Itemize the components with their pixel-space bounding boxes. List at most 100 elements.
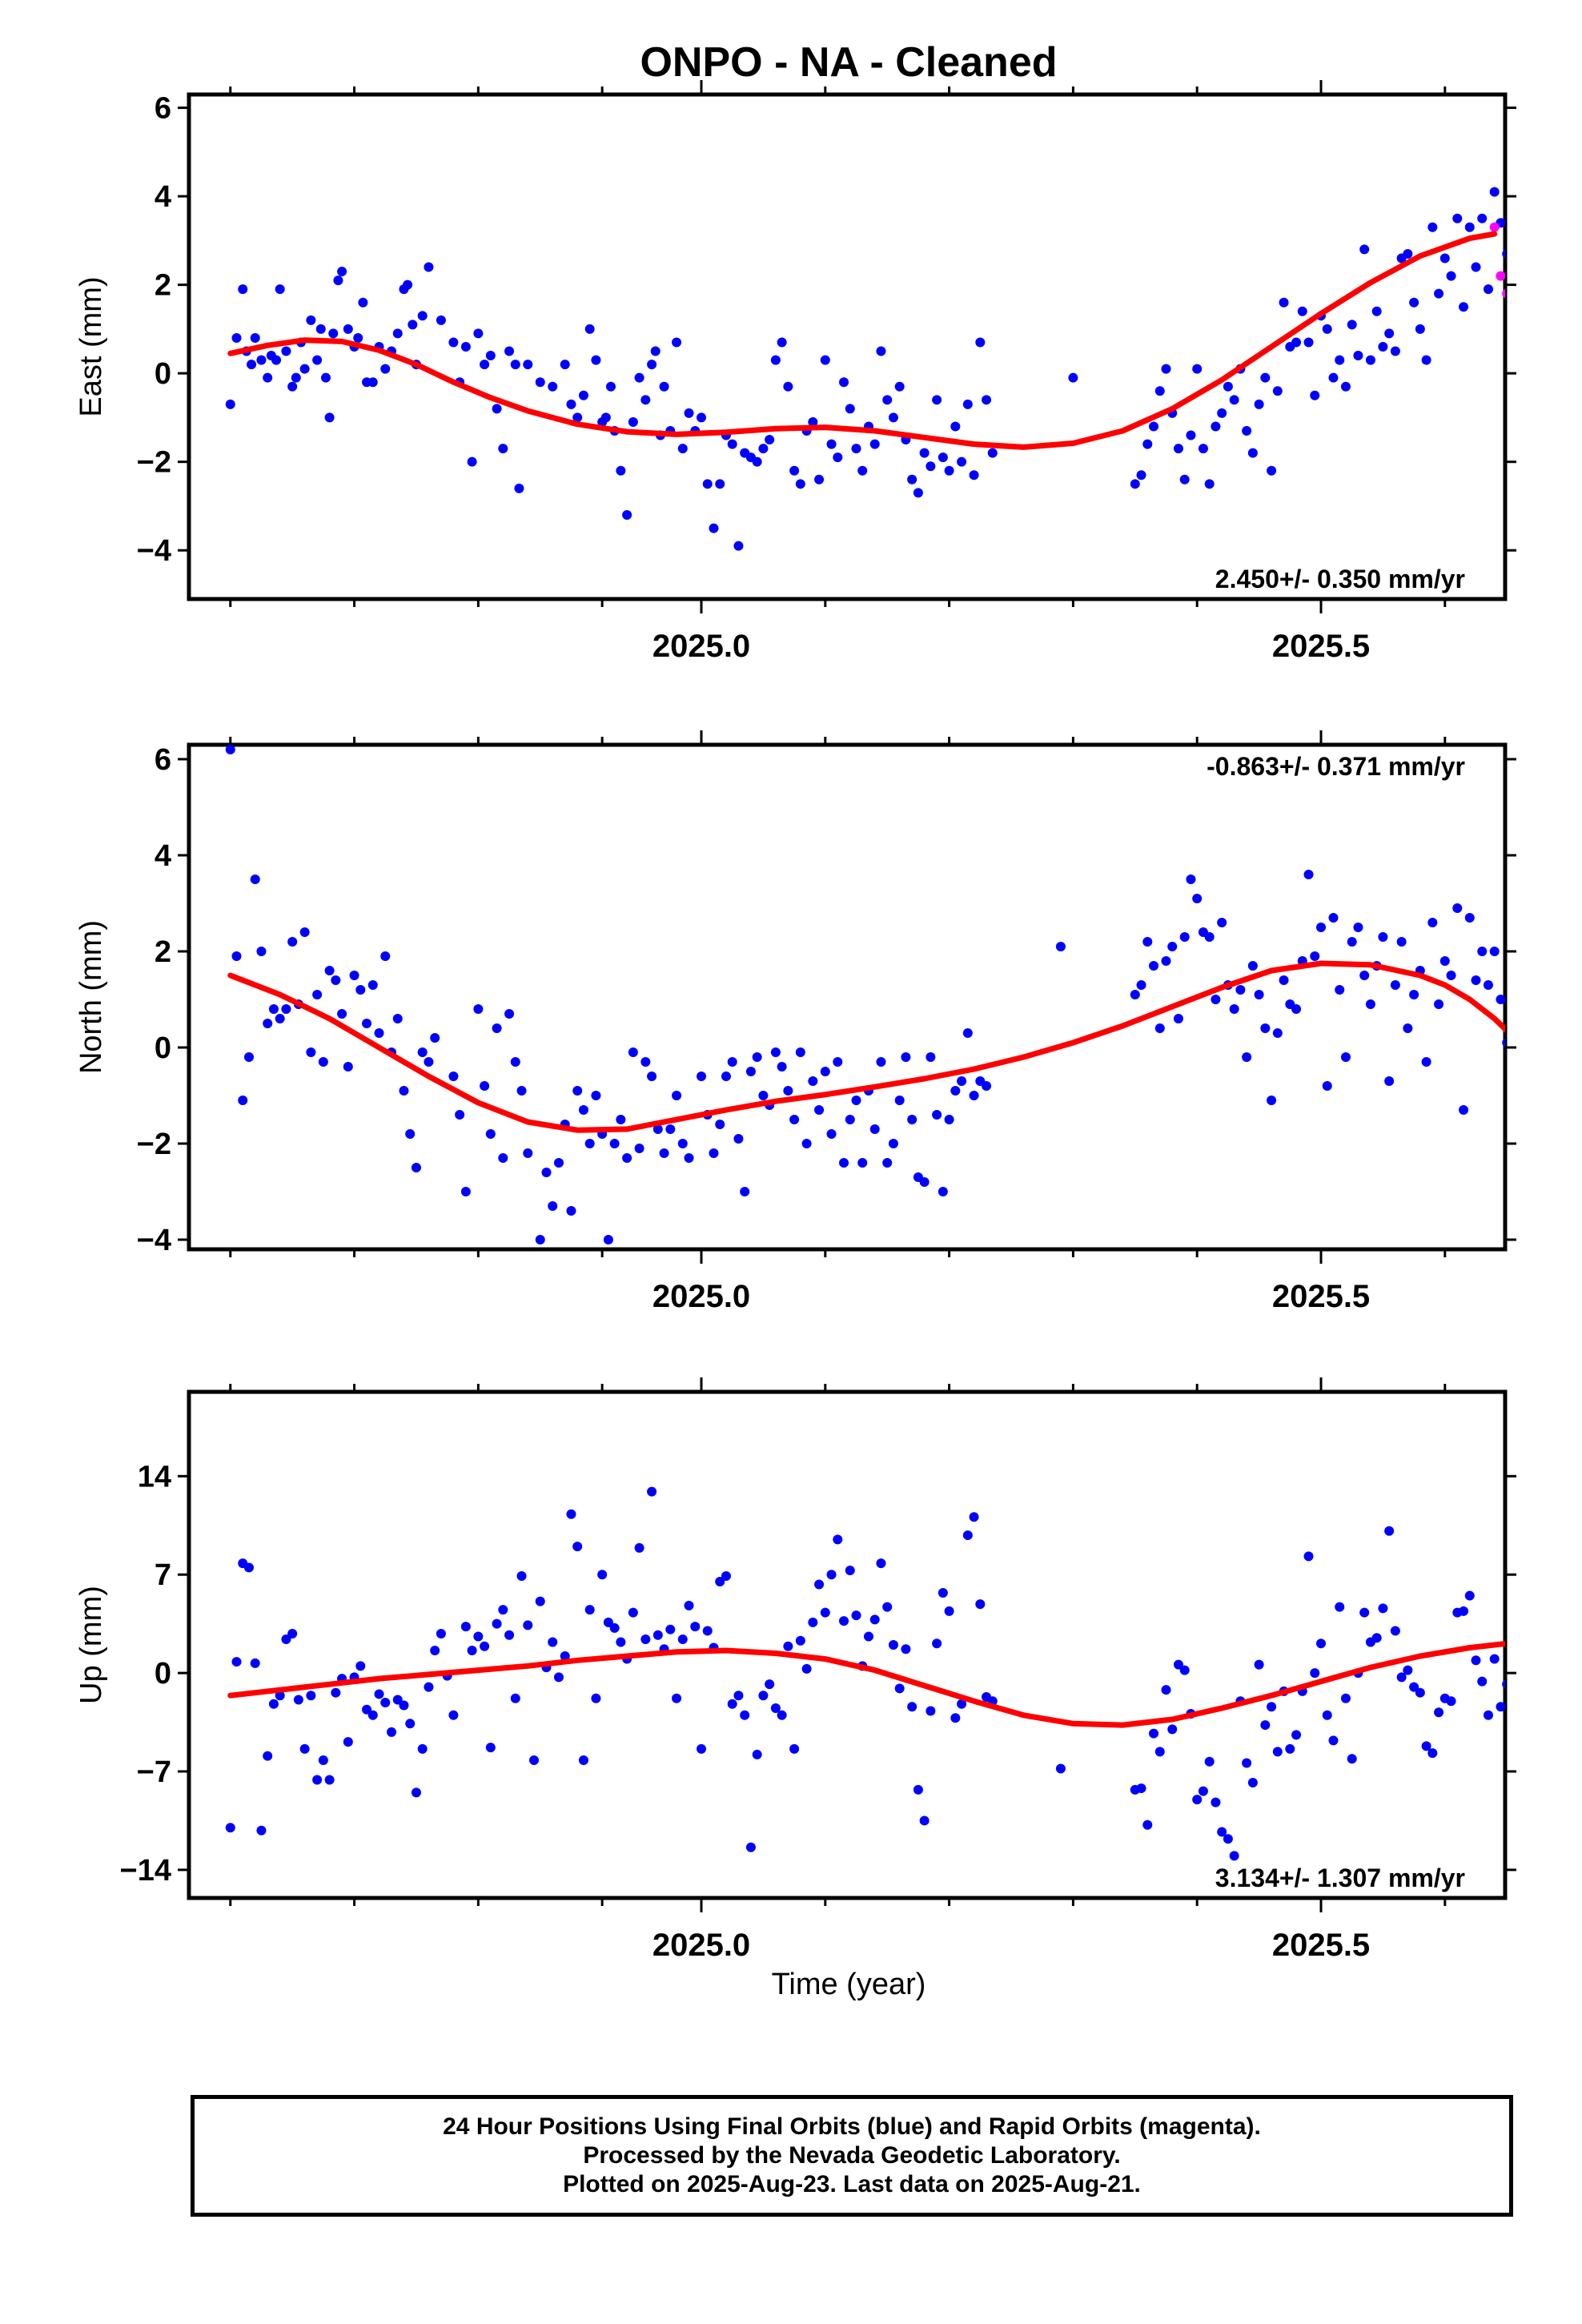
east-final-point: [1136, 470, 1146, 480]
up-final-point: [529, 1755, 540, 1765]
east-final-point: [1508, 293, 1518, 303]
north-final-point: [287, 937, 298, 947]
up-final-point: [652, 1630, 663, 1640]
north-final-point: [932, 1110, 942, 1120]
up-final-point: [1496, 1702, 1505, 1712]
east-final-point: [287, 381, 298, 392]
up-final-point: [808, 1617, 818, 1627]
east-final-point: [247, 360, 257, 370]
north-final-point: [1192, 894, 1203, 903]
east-final-point: [605, 381, 616, 392]
up-final-point: [765, 1679, 775, 1690]
east-final-point: [913, 488, 923, 498]
east-final-point: [299, 364, 310, 374]
north-final-point: [238, 1096, 248, 1105]
up-ytick-label: 7: [155, 1558, 171, 1592]
north-plot-frame: [187, 742, 1508, 1252]
up-final-point: [697, 1743, 706, 1754]
up-final-point: [1427, 1748, 1438, 1759]
east-final-point: [758, 444, 769, 454]
up-final-point: [1489, 1654, 1500, 1664]
north-final-point: [485, 1129, 496, 1139]
up-final-point: [752, 1749, 762, 1759]
north-final-point: [541, 1168, 552, 1177]
north-rapid-point: [1533, 778, 1543, 788]
east-final-point: [1415, 324, 1425, 334]
east-final-point: [1359, 244, 1370, 255]
north-final-point: [1130, 990, 1140, 999]
north-final-point: [777, 1062, 787, 1072]
east-final-point: [1192, 364, 1203, 374]
north-final-point: [312, 990, 323, 999]
east-final-point: [672, 337, 682, 348]
north-final-point: [578, 1105, 588, 1115]
north-final-point: [584, 1139, 595, 1148]
east-final-point: [684, 408, 694, 418]
up-final-point: [1502, 1679, 1505, 1689]
east-rapid-point: [1540, 240, 1549, 250]
north-final-point: [1452, 903, 1463, 913]
x-axis-label: Time (year): [772, 1968, 926, 2001]
up-final-point: [516, 1570, 527, 1581]
east-final-point: [1384, 328, 1395, 339]
north-final-point: [250, 875, 260, 884]
east-final-point: [1459, 302, 1469, 312]
up-ytick-label: 0: [155, 1657, 171, 1691]
up-final-point: [677, 1634, 688, 1644]
north-final-point: [1403, 1023, 1413, 1033]
north-final-point: [516, 1086, 527, 1096]
north-final-point: [857, 1158, 868, 1168]
up-final-point: [1260, 1720, 1271, 1731]
north-panel: 6 4 2 0 −2 −4 North (mm) 2025.0 2025.5 -0.863+/- …: [74, 730, 1582, 1314]
east-panel: 6 4 2 0 −2 −4 East (mm) 2025.0 2025.5 2.450+/- 0.…: [74, 80, 1549, 664]
up-final-point: [1285, 1743, 1295, 1754]
east-final-point: [467, 456, 477, 467]
north-rapid-point: [1576, 1129, 1582, 1139]
north-final-point: [727, 1057, 737, 1067]
east-final-point: [353, 332, 363, 343]
east-final-point: [320, 372, 331, 383]
north-final-point: [709, 1148, 719, 1158]
north-final-point: [783, 1086, 793, 1096]
up-final-point: [287, 1628, 298, 1638]
up-final-point: [938, 1588, 948, 1598]
north-final-point: [1489, 947, 1500, 956]
east-final-point: [1260, 372, 1271, 383]
up-final-point: [727, 1699, 737, 1709]
east-final-point: [647, 360, 657, 370]
north-final-point: [337, 1009, 347, 1019]
up-final-point: [1409, 1682, 1419, 1692]
up-final-point: [467, 1646, 477, 1656]
east-final-point: [1297, 306, 1307, 316]
up-final-point: [876, 1558, 886, 1569]
north-final-point: [1235, 985, 1246, 995]
up-final-point: [535, 1596, 545, 1606]
east-final-point: [1154, 386, 1165, 396]
north-final-point: [814, 1105, 825, 1115]
north-final-point: [1335, 985, 1345, 995]
north-final-point: [1340, 1052, 1351, 1062]
north-final-point: [263, 1019, 273, 1028]
north-final-point: [548, 1201, 558, 1211]
east-final-point: [1211, 421, 1221, 432]
east-final-point: [337, 267, 347, 277]
north-final-point: [1186, 875, 1196, 884]
up-final-point: [256, 1825, 267, 1835]
east-final-point: [1477, 213, 1488, 223]
east-xtick-label: 2025.5: [1272, 629, 1370, 664]
east-final-point: [1198, 444, 1208, 454]
north-final-point: [721, 1072, 731, 1081]
east-final-point: [1378, 342, 1388, 352]
north-final-point: [1260, 1023, 1271, 1033]
up-final-point: [1316, 1638, 1326, 1649]
east-final-point: [584, 324, 595, 334]
east-final-point: [650, 346, 661, 356]
east-final-point: [417, 311, 428, 321]
up-final-point: [548, 1637, 558, 1647]
up-final-point: [913, 1784, 923, 1795]
up-final-point: [740, 1710, 750, 1720]
up-final-point: [293, 1695, 303, 1705]
up-final-point: [343, 1737, 353, 1747]
up-final-point: [851, 1610, 861, 1621]
east-final-point: [975, 337, 986, 348]
